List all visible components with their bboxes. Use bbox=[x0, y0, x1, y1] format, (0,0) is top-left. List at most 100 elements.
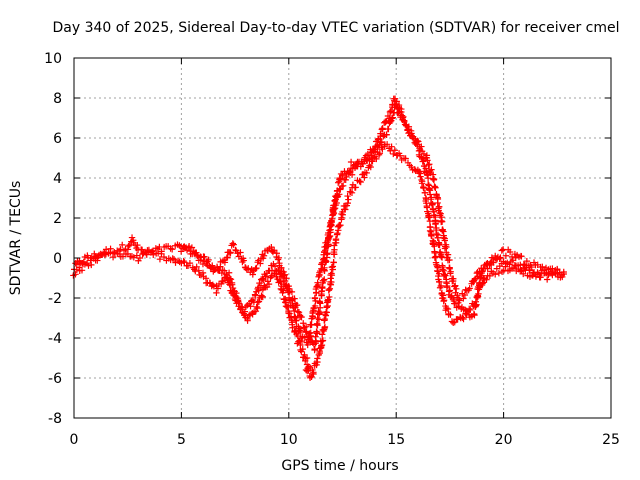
data-point bbox=[337, 186, 344, 193]
data-point bbox=[136, 254, 144, 262]
data-point bbox=[230, 241, 237, 248]
data-point bbox=[260, 252, 268, 259]
data-point bbox=[345, 196, 352, 203]
data-point bbox=[322, 258, 329, 265]
data-point bbox=[422, 197, 429, 205]
data-point bbox=[325, 241, 332, 249]
data-point bbox=[409, 133, 417, 140]
y-tick-label: 10 bbox=[44, 51, 62, 67]
data-point bbox=[428, 194, 435, 201]
data-point bbox=[520, 270, 527, 278]
data-point bbox=[361, 174, 368, 181]
data-point bbox=[502, 252, 510, 259]
data-point bbox=[467, 306, 474, 314]
y-tick-label: -6 bbox=[48, 371, 62, 387]
data-point bbox=[329, 263, 337, 270]
data-point bbox=[337, 221, 344, 229]
data-point bbox=[312, 289, 320, 297]
data-point bbox=[205, 256, 212, 264]
data-point bbox=[321, 276, 328, 283]
data-point bbox=[444, 305, 452, 313]
data-point bbox=[150, 251, 157, 258]
data-point bbox=[532, 273, 540, 280]
data-point bbox=[109, 253, 117, 261]
data-point bbox=[452, 282, 459, 289]
data-point bbox=[296, 337, 303, 344]
data-point bbox=[425, 214, 433, 221]
data-point bbox=[245, 265, 252, 272]
data-point bbox=[334, 179, 342, 186]
data-point bbox=[451, 300, 459, 307]
data-point bbox=[225, 269, 233, 276]
data-point bbox=[312, 333, 319, 340]
data-point bbox=[188, 244, 196, 251]
data-point bbox=[168, 246, 176, 253]
data-point bbox=[392, 102, 399, 109]
data-point bbox=[433, 230, 440, 238]
data-point bbox=[334, 230, 341, 237]
data-point bbox=[324, 250, 331, 257]
data-point bbox=[450, 275, 457, 282]
data-point bbox=[185, 243, 193, 250]
data-point bbox=[437, 282, 445, 290]
data-point bbox=[251, 291, 259, 298]
data-point bbox=[307, 332, 314, 340]
data-point bbox=[385, 125, 392, 133]
data-point bbox=[303, 329, 310, 336]
data-point bbox=[294, 332, 301, 340]
data-point bbox=[292, 327, 299, 335]
data-point bbox=[465, 305, 473, 313]
data-point bbox=[498, 247, 506, 254]
data-point-outlier bbox=[470, 278, 477, 286]
data-point bbox=[473, 293, 481, 301]
data-point bbox=[523, 257, 531, 265]
data-point bbox=[262, 273, 269, 280]
data-point bbox=[314, 322, 321, 329]
data-point bbox=[252, 265, 259, 272]
data-point bbox=[330, 259, 337, 266]
data-point bbox=[483, 260, 490, 268]
data-point bbox=[453, 285, 460, 293]
data-point bbox=[170, 256, 178, 263]
data-point bbox=[393, 100, 400, 108]
data-point bbox=[456, 297, 463, 304]
data-point bbox=[496, 262, 503, 270]
data-point bbox=[314, 281, 322, 289]
data-point bbox=[156, 256, 164, 263]
plot-frame bbox=[73, 57, 612, 419]
data-point bbox=[363, 169, 370, 177]
y-tick-label: 0 bbox=[53, 251, 62, 267]
grid bbox=[74, 58, 611, 418]
data-point bbox=[448, 292, 455, 299]
data-point bbox=[447, 311, 454, 318]
data-point bbox=[306, 374, 314, 382]
data-point bbox=[288, 288, 296, 296]
data-point-outlier bbox=[481, 276, 488, 284]
data-point-outlier bbox=[347, 158, 355, 166]
data-point bbox=[339, 182, 347, 190]
data-point bbox=[344, 192, 351, 200]
data-point bbox=[328, 278, 335, 286]
data-point bbox=[415, 138, 422, 145]
data-point bbox=[313, 328, 320, 335]
data-point bbox=[332, 235, 340, 243]
data-point-outlier bbox=[476, 270, 484, 278]
data-point bbox=[443, 243, 450, 251]
data-point bbox=[404, 126, 412, 133]
data-point-outlier bbox=[354, 158, 361, 166]
data-point bbox=[497, 254, 504, 261]
data-point bbox=[432, 253, 440, 260]
data-point-outlier bbox=[313, 358, 320, 366]
data-point bbox=[518, 253, 525, 260]
x-axis-label: GPS time / hours bbox=[281, 458, 398, 474]
x-tick-label: 5 bbox=[177, 432, 186, 448]
data-point bbox=[534, 269, 541, 276]
data-point bbox=[426, 227, 434, 235]
data-point bbox=[436, 203, 443, 211]
data-point bbox=[271, 263, 279, 270]
y-tick-label: -4 bbox=[48, 331, 62, 347]
data-point bbox=[214, 285, 222, 292]
y-tick-label: 2 bbox=[53, 211, 62, 227]
data-point bbox=[342, 176, 349, 184]
